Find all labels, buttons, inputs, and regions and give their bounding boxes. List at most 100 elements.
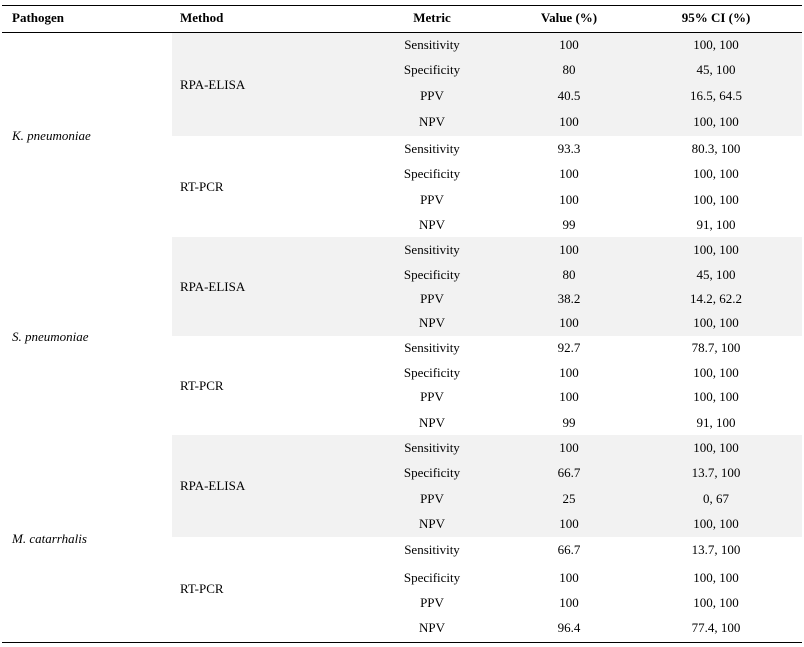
table-row: Sensitivity 93.3 80.3, 100 (2, 137, 802, 161)
method-shading (172, 435, 802, 537)
table-row: PPV 25 0, 67 (2, 487, 802, 511)
table-header: Pathogen Method Metric Value (%) 95% CI … (2, 0, 802, 32)
method-name: RT-PCR (180, 581, 224, 596)
table-row: Sensitivity 100 100, 100 (2, 33, 802, 57)
pathogen-name: M. catarrhalis (12, 531, 87, 546)
metric-cell: NPV (418, 620, 446, 635)
metric-cell: NPV (418, 114, 446, 129)
table-row: NPV 99 91, 100 (2, 411, 802, 435)
metric-cell: Specificity (403, 166, 461, 181)
metric-cell: PPV (420, 595, 444, 610)
table-row: NPV 99 91, 100 (2, 213, 802, 237)
table-row: NPV 100 100, 100 (2, 311, 802, 335)
metric-cell: NPV (418, 217, 446, 232)
header-value: Value (%) (540, 10, 598, 25)
metric-cell: Sensitivity (404, 37, 460, 52)
value-cell: 100 (559, 114, 579, 129)
ci-cell: 100, 100 (693, 440, 739, 455)
ci-cell: 78.7, 100 (691, 340, 741, 355)
metric-cell: NPV (418, 516, 446, 531)
value-cell: 100 (559, 440, 579, 455)
value-cell: 100 (559, 192, 579, 207)
metric-cell: PPV (420, 88, 444, 103)
header-method: Method (180, 10, 224, 25)
metric-cell: Sensitivity (404, 542, 460, 557)
top-rule (2, 5, 802, 6)
value-cell: 100 (559, 570, 579, 585)
table-row: Specificity 100 100, 100 (2, 566, 802, 590)
metric-cell: PPV (420, 192, 444, 207)
value-cell: 100 (559, 595, 579, 610)
header-metric: Metric (413, 10, 451, 25)
table-row: NPV 100 100, 100 (2, 512, 802, 536)
metric-cell: PPV (420, 491, 444, 506)
header-rule (2, 32, 802, 33)
table-row: Specificity 66.7 13.7, 100 (2, 461, 802, 485)
ci-cell: 100, 100 (693, 595, 739, 610)
value-cell: 100 (559, 516, 579, 531)
value-cell: 99 (562, 415, 576, 430)
ci-cell: 91, 100 (696, 217, 736, 232)
table-row: PPV 40.5 16.5, 64.5 (2, 84, 802, 108)
value-cell: 66.7 (557, 465, 581, 480)
metric-cell: PPV (420, 389, 444, 404)
value-cell: 80 (562, 267, 576, 282)
ci-cell: 100, 100 (693, 37, 739, 52)
value-cell: 93.3 (557, 141, 581, 156)
bottom-rule (2, 642, 802, 643)
table-row: Specificity 80 45, 100 (2, 263, 802, 287)
ci-cell: 100, 100 (693, 166, 739, 181)
method-shading (172, 237, 802, 336)
ci-cell: 100, 100 (693, 570, 739, 585)
ci-cell: 100, 100 (693, 242, 739, 257)
metric-cell: Sensitivity (404, 242, 460, 257)
header-ci: 95% CI (%) (681, 10, 751, 25)
ci-cell: 13.7, 100 (691, 465, 741, 480)
method-name: RT-PCR (180, 178, 224, 194)
method-name: RPA-ELISA (180, 76, 246, 92)
pathogen-name: S. pneumoniae (12, 329, 89, 344)
metric-cell: Specificity (403, 62, 461, 77)
method-shading (172, 33, 802, 136)
value-cell: 100 (559, 242, 579, 257)
ci-cell: 45, 100 (696, 267, 736, 282)
value-cell: 100 (559, 37, 579, 52)
ci-cell: 100, 100 (693, 389, 739, 404)
ci-cell: 0, 67 (703, 491, 729, 506)
table-row: NPV 96.4 77.4, 100 (2, 616, 802, 640)
value-cell: 92.7 (557, 340, 581, 355)
value-cell: 96.4 (557, 620, 581, 635)
ci-cell: 100, 100 (693, 114, 739, 129)
table-row: Sensitivity 100 100, 100 (2, 436, 802, 460)
value-cell: 66.7 (557, 542, 581, 557)
table-row: Specificity 100 100, 100 (2, 361, 802, 385)
metric-cell: Specificity (403, 465, 461, 480)
metric-cell: Sensitivity (404, 141, 460, 156)
value-cell: 40.5 (557, 88, 581, 103)
table-row: PPV 100 100, 100 (2, 591, 802, 615)
ci-cell: 13.7, 100 (691, 542, 741, 557)
table-row: Specificity 100 100, 100 (2, 162, 802, 186)
metric-cell: Sensitivity (404, 440, 460, 455)
table-row: Sensitivity 66.7 13.7, 100 (2, 538, 802, 562)
ci-cell: 45, 100 (696, 62, 736, 77)
value-cell: 99 (562, 217, 576, 232)
metric-cell: PPV (420, 291, 444, 306)
value-cell: 100 (559, 365, 579, 380)
value-cell: 80 (562, 62, 576, 77)
ci-cell: 91, 100 (696, 415, 736, 430)
metric-cell: Specificity (403, 570, 461, 585)
ci-cell: 80.3, 100 (691, 141, 741, 156)
table-row: PPV 38.2 14.2, 62.2 (2, 287, 802, 311)
metric-cell: NPV (418, 415, 446, 430)
header-pathogen: Pathogen (12, 10, 64, 25)
method-name: RT-PCR (180, 377, 224, 393)
table-row: PPV 100 100, 100 (2, 385, 802, 409)
pathogen-name: K. pneumoniae (12, 128, 91, 143)
method-name: RPA-ELISA (180, 278, 246, 294)
value-cell: 100 (559, 166, 579, 181)
metric-cell: Sensitivity (404, 340, 460, 355)
ci-cell: 77.4, 100 (691, 620, 741, 635)
ci-cell: 100, 100 (693, 315, 739, 330)
